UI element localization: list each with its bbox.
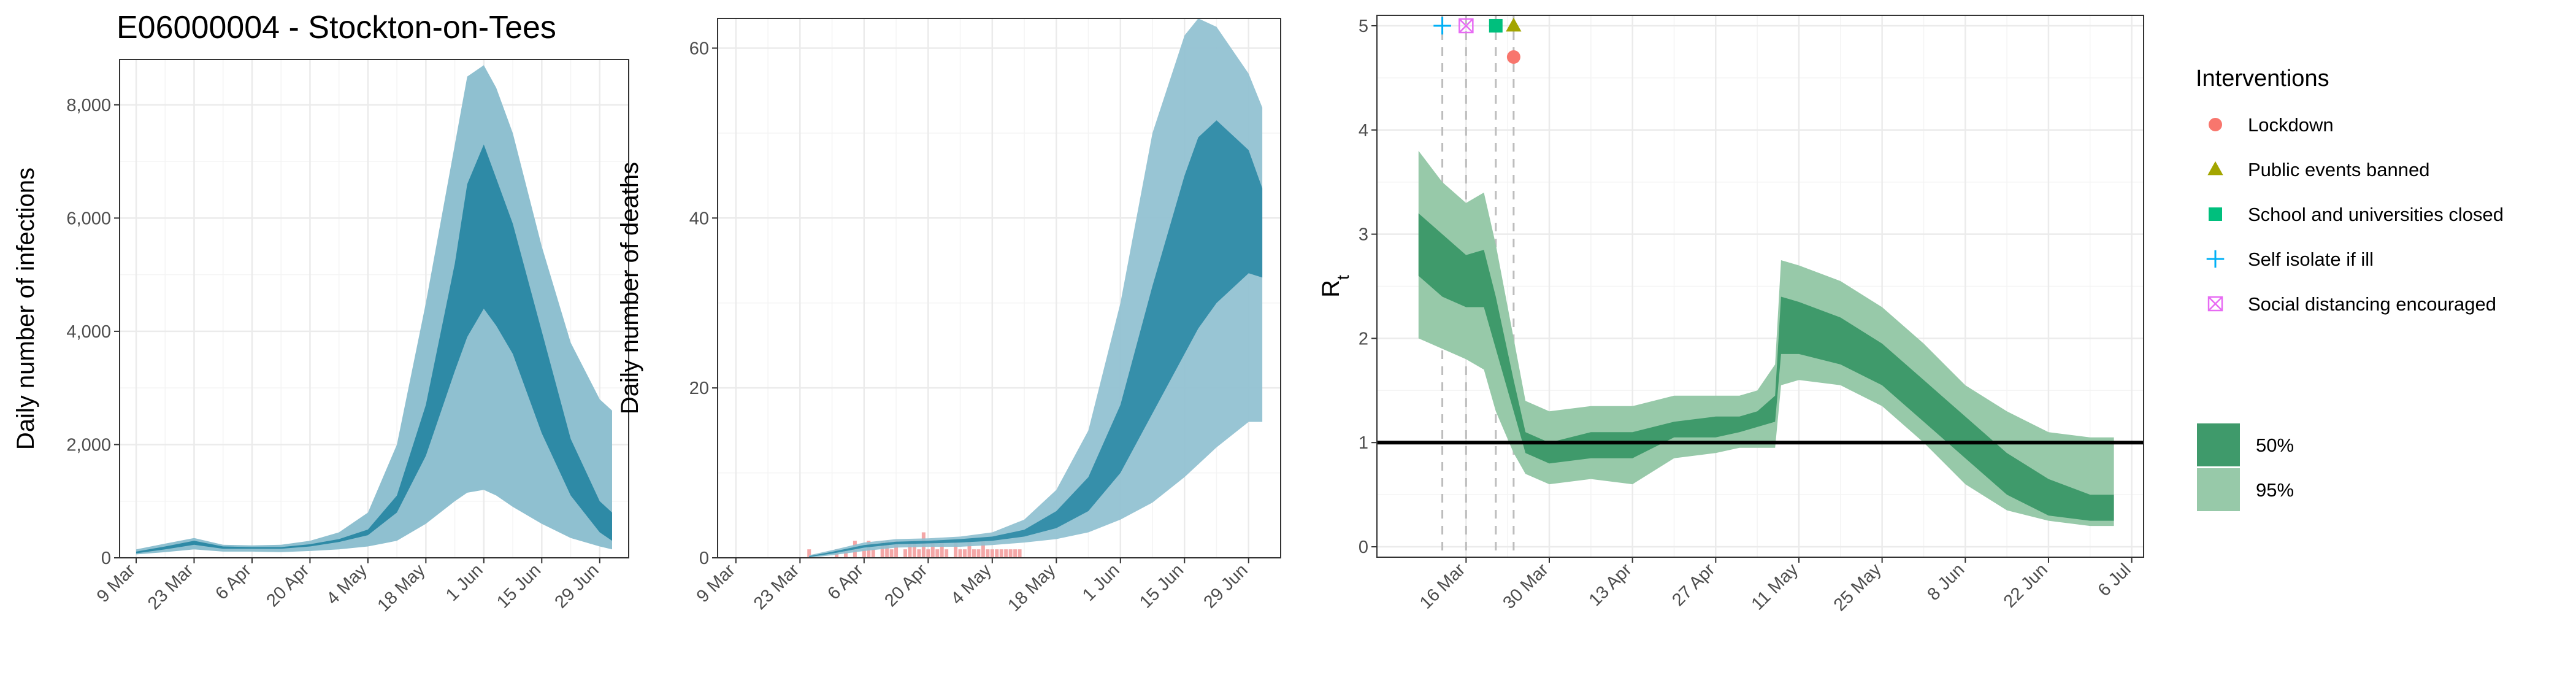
- legend-swatch: [2197, 423, 2240, 466]
- rt-y-axis-title: Rt: [1317, 275, 1352, 298]
- intervention-marker: [1506, 50, 1520, 64]
- legend-symbol-plus-icon: [2206, 250, 2225, 268]
- interval-legend-items: 50% 95%: [2197, 423, 2294, 511]
- observed-death-bar: [981, 541, 985, 558]
- deaths-panel-border: [717, 18, 1281, 558]
- y-tick-label: 40: [689, 209, 709, 228]
- observed-death-bar: [885, 541, 889, 558]
- legend-item-label: School and universities closed: [2248, 204, 2504, 225]
- y-tick-label: 5: [1359, 17, 1368, 36]
- legend-item-label: Public events banned: [2248, 159, 2429, 180]
- observed-death-bar: [945, 549, 949, 558]
- observed-death-bar: [912, 541, 916, 558]
- y-tick-label: 8,000: [66, 96, 111, 115]
- y-tick-label: 20: [689, 379, 709, 398]
- observed-death-bar: [1013, 549, 1018, 558]
- infections-panel: 9 Mar 23 Mar 6 Apr 20 Apr 4 May 18 May 1 Jun 15…: [12, 59, 629, 615]
- observed-death-bar: [990, 549, 994, 558]
- legend-item-label: Self isolate if ill: [2248, 249, 2374, 270]
- rt-panel-border: [1376, 15, 2144, 558]
- observed-death-bar: [917, 549, 921, 558]
- observed-death-bar: [976, 549, 981, 558]
- observed-death-bar: [894, 541, 899, 558]
- y-tick-label: 2,000: [66, 435, 111, 455]
- infections-50-band: [136, 144, 612, 554]
- observed-death-bar: [940, 541, 944, 558]
- observed-death-bar: [843, 549, 848, 558]
- y-tick-label: 2: [1359, 329, 1368, 349]
- observed-death-bar: [999, 549, 1003, 558]
- y-tick-label: 3: [1359, 225, 1368, 245]
- observed-death-bar: [986, 549, 990, 558]
- deaths-y-axis-title: Daily number of deaths: [616, 162, 643, 414]
- observed-death-bar: [1018, 549, 1022, 558]
- y-tick-label: 4,000: [66, 322, 111, 342]
- y-tick-label: 0: [1359, 538, 1368, 557]
- observed-death-bar: [903, 549, 907, 558]
- observed-death-bar: [972, 549, 976, 558]
- legend-symbol-square-icon: [2209, 207, 2222, 221]
- legend-symbol-boxcross-icon: [2207, 296, 2223, 312]
- intervention-date-lines: [1441, 15, 1515, 557]
- y-tick-label: 4: [1359, 121, 1368, 141]
- observed-death-bar: [963, 549, 967, 558]
- rt-panel: 16 Mar 30 Mar 13 Apr 27 Apr 11 May 25 May 8 Ju…: [1317, 15, 2144, 615]
- infections-panel-border: [119, 59, 629, 558]
- intervention-marker: [1489, 18, 1503, 33]
- observed-death-bar: [995, 549, 999, 558]
- observed-death-bar: [889, 549, 894, 558]
- observed-death-bar: [958, 549, 962, 558]
- observed-death-bar: [967, 541, 972, 558]
- intervention-markers: [1433, 17, 1522, 64]
- legend: Interventions Lockdown Public events bann…: [2196, 66, 2504, 511]
- legend-item-label: Lockdown: [2248, 114, 2334, 136]
- observed-death-bar: [871, 549, 875, 558]
- y-tick-label: 1: [1359, 433, 1368, 453]
- legend-symbol-circle-icon: [2209, 118, 2222, 131]
- y-tick-label: 6,000: [66, 209, 111, 228]
- legend-item-label: Social distancing encouraged: [2248, 293, 2496, 315]
- infections-y-axis: 0 2,000 4,000 6,000 8,000: [66, 96, 120, 568]
- observed-death-bar: [1004, 549, 1008, 558]
- observed-death-bar: [880, 541, 884, 558]
- observed-death-bar: [954, 541, 958, 558]
- deaths-50-band: [809, 120, 1263, 557]
- intervention-marker: [1506, 17, 1522, 32]
- observed-death-bar: [926, 549, 930, 558]
- observed-death-bar: [862, 549, 866, 558]
- figure-title: E06000004 - Stockton-on-Tees: [117, 10, 556, 45]
- y-tick-label: 0: [699, 549, 709, 568]
- deaths-bands: [809, 18, 1263, 558]
- intervention-marker: [1433, 17, 1451, 35]
- legend-symbol-triangle-icon: [2207, 161, 2223, 176]
- intervention-marker: [1459, 18, 1474, 34]
- observed-death-bar: [930, 541, 935, 558]
- y-tick-label: 0: [101, 549, 111, 568]
- rt-y-axis: 0 1 2 3 4 5: [1359, 17, 1377, 557]
- legend-interval-label: 95%: [2256, 479, 2294, 501]
- deaths-y-axis: 0 20 40 60: [689, 39, 718, 568]
- observed-death-bar: [807, 549, 811, 558]
- legend-swatch: [2197, 468, 2240, 511]
- y-tick-label: 60: [689, 39, 709, 58]
- infections-y-axis-title: Daily number of infections: [12, 168, 39, 450]
- observed-death-bar: [1008, 549, 1013, 558]
- legend-interval-label: 50%: [2256, 434, 2294, 456]
- observed-death-bar: [908, 541, 912, 558]
- observed-death-bar: [935, 549, 940, 558]
- deaths-95-band: [809, 18, 1263, 558]
- intervention-legend-items: Lockdown Public events banned School and u…: [2206, 114, 2504, 315]
- infections-bands: [136, 65, 612, 555]
- legend-title: Interventions: [2196, 66, 2329, 91]
